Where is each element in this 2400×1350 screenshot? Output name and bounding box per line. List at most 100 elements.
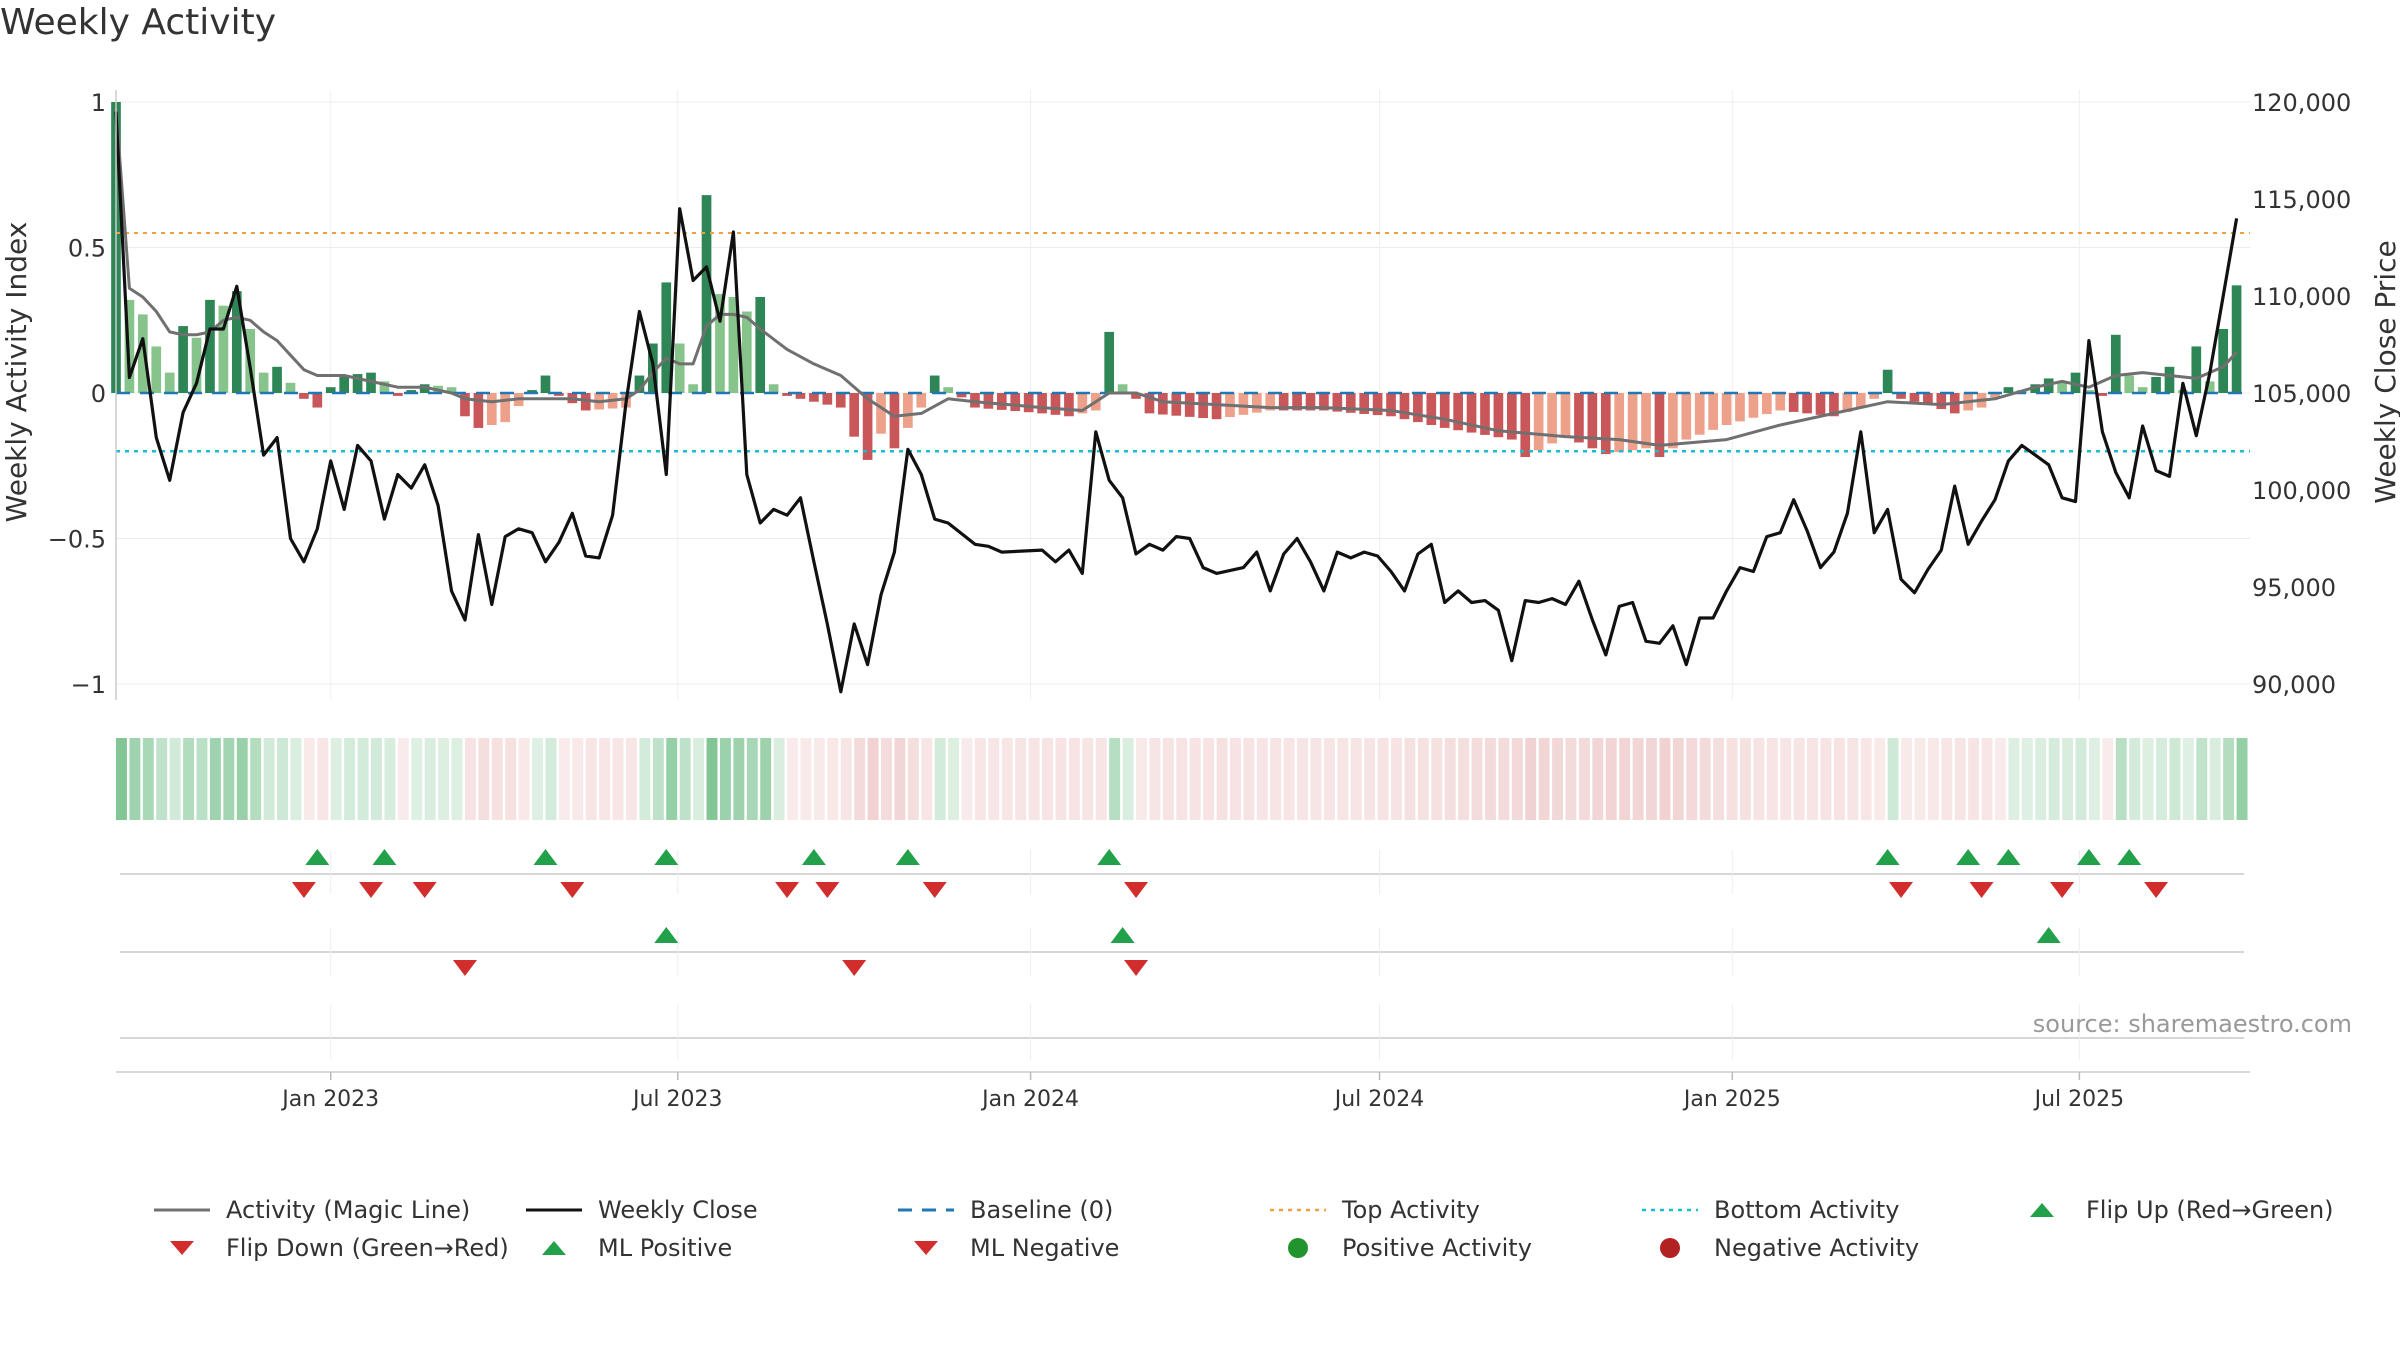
strip-cell (1498, 738, 1510, 820)
activity-bar (1802, 393, 1812, 414)
activity-bar (178, 326, 188, 393)
strip-cell (142, 738, 154, 820)
strip-cell (344, 738, 356, 820)
strip-cell (2236, 738, 2248, 820)
activity-bar (741, 311, 752, 393)
activity-bar (996, 393, 1007, 410)
activity-bar (634, 375, 645, 393)
strip-cell (2035, 738, 2047, 820)
legend: Activity (Magic Line) Weekly Close Baselin… (150, 1195, 2380, 1263)
activity-bar (151, 346, 162, 393)
activity-bar (1319, 393, 1329, 411)
activity-bar (1144, 393, 1155, 414)
activity-bar (1372, 393, 1383, 416)
legend-item: ML Negative (894, 1233, 1266, 1263)
strip-cell (1672, 738, 1684, 820)
activity-bar (299, 393, 309, 399)
strip-cell (760, 738, 772, 820)
strip-cell (1927, 738, 1939, 820)
strip-cell (2048, 738, 2060, 820)
flip-down-marker (412, 882, 437, 898)
activity-bar (1855, 393, 1866, 408)
legend-label: Baseline (0) (970, 1196, 1114, 1224)
activity-bar (1896, 393, 1906, 399)
strip-cell (478, 738, 490, 820)
strip-cell (1565, 738, 1577, 820)
legend-item: Baseline (0) (894, 1195, 1266, 1225)
strip-cell (2156, 738, 2167, 820)
activity-bar (218, 305, 229, 393)
legend-symbol (542, 1241, 566, 1255)
legend-label: Positive Activity (1342, 1234, 1532, 1262)
strip-cell (1216, 738, 1228, 820)
strip-cell (1941, 738, 1953, 820)
flip-up-marker (801, 849, 826, 865)
strip-cell (2088, 738, 2100, 820)
strip-cell (2008, 738, 2020, 820)
activity-bar (1359, 393, 1370, 414)
activity-bar (540, 375, 551, 393)
flip-down-marker (359, 882, 384, 898)
activity-bar (1117, 384, 1128, 393)
strip-cell (196, 738, 208, 820)
x-tick-label: Jan 2023 (280, 1087, 379, 1112)
activity-bars (111, 102, 2242, 460)
activity-bar (554, 393, 564, 396)
flip-down-marker (2050, 882, 2075, 898)
x-tick-label: Jan 2024 (980, 1087, 1079, 1112)
legend-symbol (1642, 1208, 1698, 1212)
strip-cell (1726, 738, 1738, 820)
activity-bar (1574, 393, 1584, 443)
y-left-tick-label: 0 (91, 380, 106, 408)
strip-cell (1417, 738, 1429, 820)
activity-bar (2204, 381, 2215, 393)
strip-cell (1015, 738, 1027, 820)
strip-cell (1283, 738, 1295, 820)
y-right-tick-label: 100,000 (2252, 477, 2351, 505)
flip-up-marker (1097, 849, 1122, 865)
activity-bar (1909, 393, 1920, 402)
strip-cell (1136, 738, 1147, 820)
magic-line-layer (114, 107, 2238, 447)
activity-bar (1547, 393, 1557, 444)
legend-item: Top Activity (1266, 1195, 1638, 1225)
flip-down-marker (1124, 882, 1149, 898)
legend-triangle-down (170, 1241, 194, 1255)
activity-bar (795, 393, 806, 399)
strip-cell (1310, 738, 1322, 820)
activity-bar (446, 387, 457, 393)
strip-cell (988, 738, 1000, 820)
activity-bar (285, 382, 296, 393)
legend-symbol (898, 1208, 954, 1212)
activity-bar (1600, 393, 1611, 455)
activity-bar (2057, 381, 2067, 393)
strip-cell (1095, 738, 1107, 820)
activity-bar (1641, 393, 1651, 449)
activity-bar (903, 393, 913, 428)
strip-cell (974, 738, 986, 820)
legend-symbol (914, 1241, 938, 1255)
legend-label: Negative Activity (1714, 1234, 1920, 1262)
strip-cell (2115, 738, 2127, 820)
activity-bar (1426, 393, 1437, 426)
activity-bar (379, 381, 390, 393)
strip-cell (1350, 738, 1362, 820)
flip-up-marker (2076, 849, 2101, 865)
activity-bar (1668, 393, 1678, 449)
strip-cell (1578, 738, 1590, 820)
strip-cell (263, 738, 275, 820)
activity-bar (339, 375, 349, 393)
strip-cell (371, 738, 382, 820)
strip-cell (894, 738, 906, 820)
right-axis: 120,000 115,000 110,000 105,000 100,000 95,00… (2252, 89, 2351, 699)
strip-cell (1820, 738, 1832, 820)
activity-bar (1775, 393, 1786, 411)
strip-cell (612, 738, 624, 820)
strip-cell (1001, 738, 1013, 820)
legend-item: ML Positive (522, 1233, 894, 1263)
strip-cell (451, 738, 463, 820)
x-tick-label: Jul 2024 (1333, 1087, 1425, 1112)
strip-cell (2021, 738, 2033, 820)
legend-circle-green (1288, 1238, 1308, 1258)
legend-label: Flip Up (Red→Green) (2086, 1196, 2334, 1224)
